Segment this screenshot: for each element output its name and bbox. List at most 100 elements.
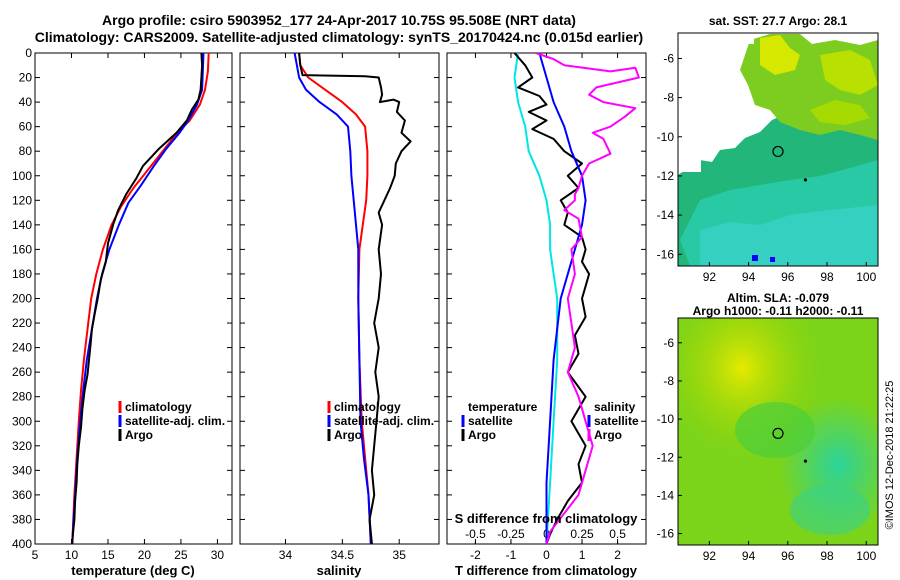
sst-cold-pixel <box>752 255 758 261</box>
y-tick-label: 60 <box>19 120 33 134</box>
t-difference-xlabel: T difference from climatology <box>455 563 638 578</box>
legend-label-climatology: climatology <box>334 400 401 414</box>
y-tick-label: 20 <box>19 71 33 85</box>
lat-tick-label: -12 <box>657 169 675 183</box>
sla-map-title: Altim. SLA: -0.079 <box>727 291 829 305</box>
series-climatology <box>71 53 210 544</box>
salinity-panel <box>239 52 440 545</box>
temperature-series <box>71 53 210 544</box>
y-tick-label: 140 <box>12 218 32 232</box>
x-tick-label: 5 <box>32 548 39 562</box>
lon-tick-label: 98 <box>820 270 834 284</box>
temperature-x-axis: 5 10 15 20 25 30 <box>32 53 224 562</box>
lat-tick-label: -6 <box>663 51 674 65</box>
y-tick-label: 260 <box>12 365 32 379</box>
x-tick-label: 35 <box>393 548 407 562</box>
y-tick-label: 340 <box>12 463 32 477</box>
lat-tick-label: -8 <box>663 91 674 105</box>
y-tick-label: 120 <box>12 193 32 207</box>
legend-label-t-satellite: satellite <box>468 414 513 428</box>
legend-label-s-satellite: satellite <box>594 414 639 428</box>
s-diff-tick-label: 0.5 <box>609 527 626 541</box>
salinity-xlabel: salinity <box>317 563 363 578</box>
legend-label-climatology: climatology <box>125 400 192 414</box>
sst-map-axes: 92 94 96 98 100 -6 -8 -10 -12 -14 -16 <box>657 51 877 284</box>
y-tick-label: 280 <box>12 390 32 404</box>
x-tick-label: 15 <box>101 548 115 562</box>
series-argo <box>71 53 204 544</box>
lon-tick-label: 94 <box>742 270 756 284</box>
y-tick-label: 380 <box>12 512 32 526</box>
lat-tick-label: -10 <box>657 130 675 144</box>
lat-tick-label: -16 <box>657 527 675 541</box>
salinity-x-axis: 34 34.5 35 <box>240 52 439 562</box>
legend-header-temperature: temperature <box>468 400 538 414</box>
sla-map-axes: 92 94 96 98 100 -6 -8 -10 -12 -14 -16 <box>657 336 877 563</box>
sst-ocean-cyan <box>700 205 878 266</box>
lon-tick-label: 98 <box>820 549 834 563</box>
lon-tick-label: 100 <box>856 270 876 284</box>
x-tick-label: -2 <box>470 548 481 562</box>
legend-label-argo: Argo <box>334 428 362 442</box>
y-tick-label: 0 <box>25 46 32 60</box>
salinity-legend: climatology satellite-adj. clim. Argo <box>327 400 434 442</box>
sst-cloud-gap <box>740 34 754 44</box>
argo-location-circle <box>772 427 784 440</box>
legend-label-s-argo: Argo <box>594 428 622 442</box>
y-tick-label: 100 <box>12 169 32 183</box>
title-line-1: Argo profile: csiro 5903952_177 24-Apr-2… <box>102 12 576 28</box>
y-tick-label: 320 <box>12 439 32 453</box>
lon-tick-label: 96 <box>781 270 795 284</box>
sla-map-markers <box>772 427 808 463</box>
series-t-satellite <box>513 53 559 544</box>
x-tick-label: 34 <box>279 548 293 562</box>
depth-axis: 0 20 40 60 80 100 120 140 160 180 200 220 240 260 280 3… <box>12 46 232 551</box>
series-satellite-adj-clim- <box>71 53 205 544</box>
legend-label-satellite: satellite-adj. clim. <box>334 414 434 428</box>
sst-cloud-gap <box>683 160 701 172</box>
x-tick-label: 10 <box>65 548 79 562</box>
s-diff-tick-label: -0.25 <box>497 527 525 541</box>
y-tick-label: 220 <box>12 316 32 330</box>
y-tick-label: 200 <box>12 292 32 306</box>
s-diff-tick-label: 0.25 <box>570 527 594 541</box>
x-tick-label: -1 <box>506 548 517 562</box>
x-tick-label: 2 <box>614 548 621 562</box>
y-tick-label: 40 <box>19 95 33 109</box>
legend-label-satellite: satellite-adj. clim. <box>125 414 225 428</box>
lat-tick-label: -12 <box>657 450 675 464</box>
lon-tick-label: 94 <box>742 549 756 563</box>
sst-map-markers <box>772 145 808 182</box>
series-climatology <box>298 53 372 544</box>
lat-tick-label: -16 <box>657 247 675 261</box>
x-tick-label: 0 <box>543 548 550 562</box>
sst-yellow-patch-3 <box>810 100 870 125</box>
s-difference-x-axis: -0.5 -0.25 0 0.25 0.5 <box>465 527 626 544</box>
argo-location-circle <box>772 145 784 158</box>
lat-tick-label: -14 <box>657 488 675 502</box>
legend-label-t-argo: Argo <box>468 428 496 442</box>
lon-tick-label: 100 <box>856 549 876 563</box>
lat-tick-label: -6 <box>663 336 674 350</box>
t-difference-x-axis: -2 -1 0 1 2 <box>447 52 646 562</box>
sla-map <box>678 318 878 545</box>
series-satellite-adj-clim- <box>293 53 372 544</box>
lon-tick-label: 96 <box>781 549 795 563</box>
sla-map-frame <box>677 317 879 546</box>
temperature-xlabel: temperature (deg C) <box>71 563 195 578</box>
lat-tick-label: -10 <box>657 412 675 426</box>
legend-label-argo: Argo <box>125 428 153 442</box>
y-tick-label: 400 <box>12 537 32 551</box>
y-tick-label: 300 <box>12 414 32 428</box>
credit-text: ©IMOS 12-Dec-2018 21:22:25 <box>884 381 896 530</box>
sla-low-region <box>790 485 870 535</box>
y-tick-label: 80 <box>19 144 33 158</box>
sst-map <box>678 33 878 266</box>
y-tick-label: 360 <box>12 488 32 502</box>
s-difference-xlabel: S difference from climatology <box>455 511 639 526</box>
x-tick-label: 20 <box>138 548 152 562</box>
s-diff-tick-label: -0.5 <box>465 527 486 541</box>
x-tick-label: 34.5 <box>331 548 355 562</box>
difference-series <box>513 53 640 544</box>
